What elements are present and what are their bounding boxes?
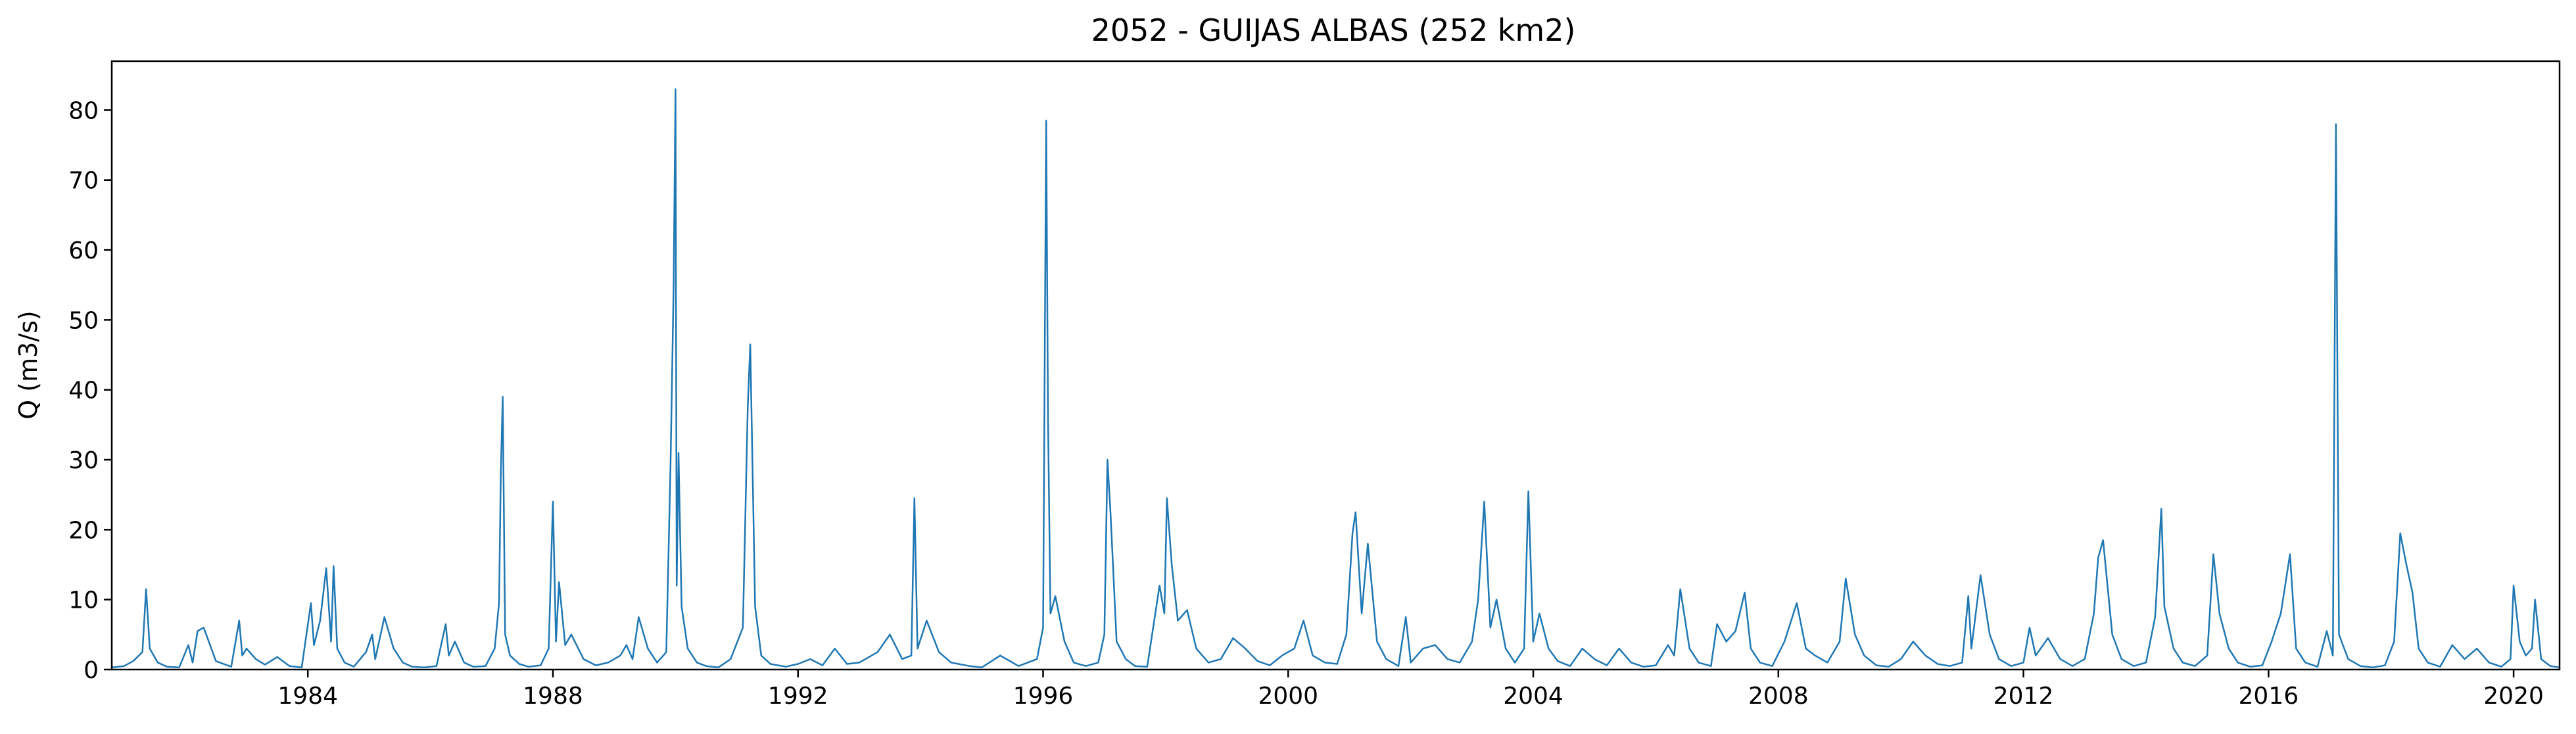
y-tick-label: 0 — [83, 657, 99, 684]
x-tick-label: 2000 — [1258, 683, 1318, 710]
y-tick-label: 40 — [68, 378, 99, 404]
y-tick-label: 10 — [68, 587, 99, 614]
y-tick-label: 70 — [68, 168, 99, 195]
discharge-series-line — [111, 88, 2560, 669]
y-tick-label: 60 — [68, 237, 99, 264]
plot-frame — [110, 60, 2561, 671]
x-tick-label: 2012 — [1993, 683, 2054, 710]
x-tick-label: 2004 — [1503, 683, 1563, 710]
x-axis: 1984 1988 1992 1996 2000 2004 2008 2012 2016 2020 — [277, 670, 2544, 710]
y-tick-label: 80 — [68, 97, 99, 124]
x-tick-label: 1984 — [277, 683, 338, 710]
x-tick-label: 2016 — [2239, 683, 2299, 710]
x-tick-label: 1996 — [1013, 683, 1074, 710]
x-tick-label: 1988 — [523, 683, 583, 710]
x-tick-label: 2008 — [1748, 683, 1809, 710]
x-tick-label: 2020 — [2483, 683, 2544, 710]
y-tick-label: 50 — [68, 307, 99, 334]
y-tick-label: 30 — [68, 447, 99, 474]
y-axis-label: Q (m3/s) — [14, 310, 43, 419]
chart-title: 2052 - GUIJAS ALBAS (252 km2) — [1091, 12, 1576, 48]
y-tick-label: 20 — [68, 517, 99, 544]
y-axis: 0 10 20 30 40 50 60 70 80 — [68, 97, 112, 684]
x-tick-label: 1992 — [768, 683, 828, 710]
plot-area — [111, 88, 2560, 669]
